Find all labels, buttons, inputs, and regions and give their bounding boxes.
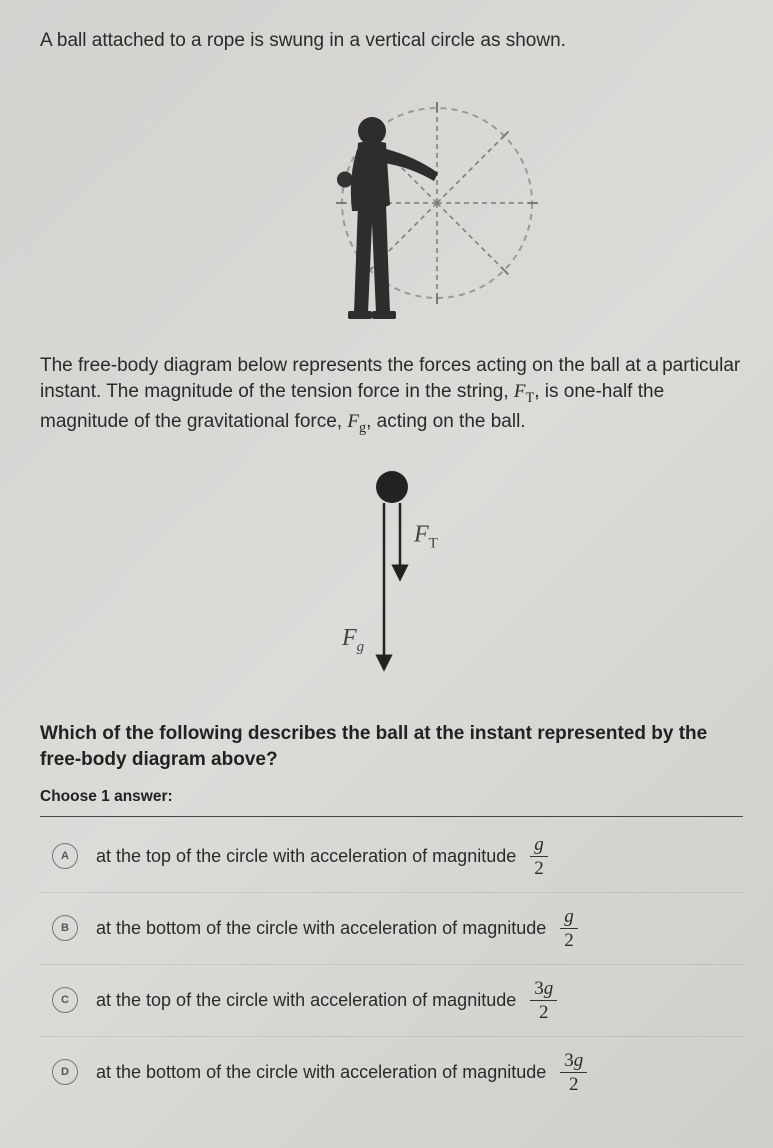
question-intro: A ball attached to a rope is swung in a … xyxy=(40,28,743,55)
option-text: at the top of the circle with accelerati… xyxy=(96,835,548,878)
answer-option-d[interactable]: Dat the bottom of the circle with accele… xyxy=(40,1037,743,1108)
fraction: 3g2 xyxy=(560,1051,587,1094)
choose-label: Choose 1 answer: xyxy=(40,788,743,806)
answer-option-c[interactable]: Cat the top of the circle with accelerat… xyxy=(40,965,743,1037)
ft-symbol: FT xyxy=(514,381,534,402)
option-text: at the top of the circle with accelerati… xyxy=(96,979,557,1022)
answer-option-a[interactable]: Aat the top of the circle with accelerat… xyxy=(40,821,743,893)
fbd-paragraph: The free-body diagram below represents t… xyxy=(40,353,743,439)
fraction: g2 xyxy=(560,907,578,950)
question-prompt: Which of the following describes the bal… xyxy=(40,721,743,774)
option-letter[interactable]: C xyxy=(52,987,78,1013)
swing-svg xyxy=(222,73,562,333)
fraction: g2 xyxy=(530,835,548,878)
fbd-text-3: , acting on the ball. xyxy=(366,411,526,432)
option-letter[interactable]: B xyxy=(52,915,78,941)
fraction: 3g2 xyxy=(530,979,557,1022)
divider xyxy=(40,816,743,817)
figure-person-swing xyxy=(40,73,743,333)
option-letter[interactable]: D xyxy=(52,1059,78,1085)
answer-list: Aat the top of the circle with accelerat… xyxy=(40,821,743,1108)
option-text: at the bottom of the circle with acceler… xyxy=(96,1051,587,1094)
answer-option-b[interactable]: Bat the bottom of the circle with accele… xyxy=(40,893,743,965)
option-text: at the bottom of the circle with acceler… xyxy=(96,907,578,950)
figure-fbd: FT Fg xyxy=(40,463,743,693)
svg-text:FT: FT xyxy=(413,521,438,551)
fbd-svg: FT Fg xyxy=(292,463,492,693)
svg-text:Fg: Fg xyxy=(341,625,365,655)
option-letter[interactable]: A xyxy=(52,843,78,869)
fg-symbol: Fg xyxy=(347,411,366,432)
